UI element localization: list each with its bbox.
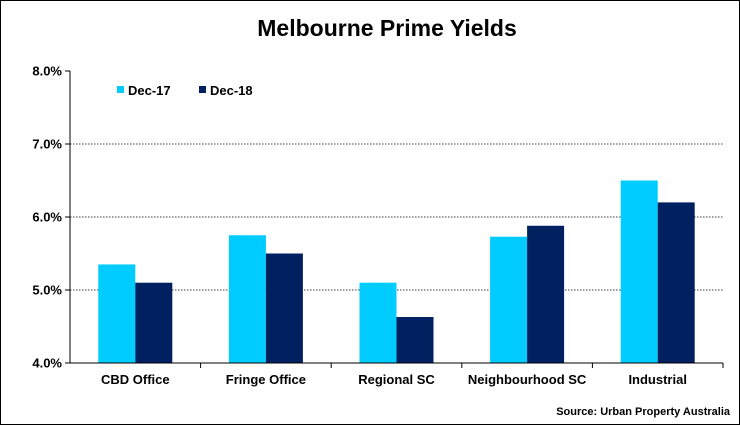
bar (135, 282, 173, 363)
axes (69, 71, 723, 364)
bar (490, 236, 528, 363)
y-axis-ticks: 4.0% 5.0% 6.0% 7.0% 8.0% (32, 64, 70, 371)
bar (228, 235, 266, 363)
chart-title: Melbourne Prime Yields (257, 15, 516, 41)
bar (396, 317, 434, 363)
y-tick-label: 4.0% (32, 356, 62, 371)
legend-label: Dec-17 (128, 83, 171, 98)
legend-swatch (199, 86, 206, 93)
gridlines (70, 143, 723, 291)
y-tick-label: 7.0% (32, 137, 62, 152)
legend-label: Dec-18 (210, 83, 253, 98)
bar (265, 253, 303, 363)
source-note: Source: Urban Property Australia (556, 406, 731, 418)
x-category-label: Fringe Office (226, 372, 306, 387)
y-tick-label: 6.0% (32, 210, 62, 225)
bar (527, 225, 565, 363)
x-category-label: CBD Office (101, 372, 170, 387)
y-tick-label: 8.0% (32, 64, 62, 79)
bar (359, 282, 397, 363)
y-tick-label: 5.0% (32, 283, 62, 298)
bars (98, 180, 695, 363)
bar (620, 180, 658, 363)
legend-swatch (117, 86, 124, 93)
bar (98, 264, 136, 363)
x-category-label: Industrial (628, 372, 687, 387)
bar (657, 202, 695, 363)
x-category-label: Neighbourhood SC (468, 372, 587, 387)
legend: Dec-17 Dec-18 (117, 83, 253, 98)
x-axis-categories: CBD Office Fringe Office Regional SC Neighb… (101, 363, 724, 387)
x-category-label: Regional SC (358, 372, 435, 387)
